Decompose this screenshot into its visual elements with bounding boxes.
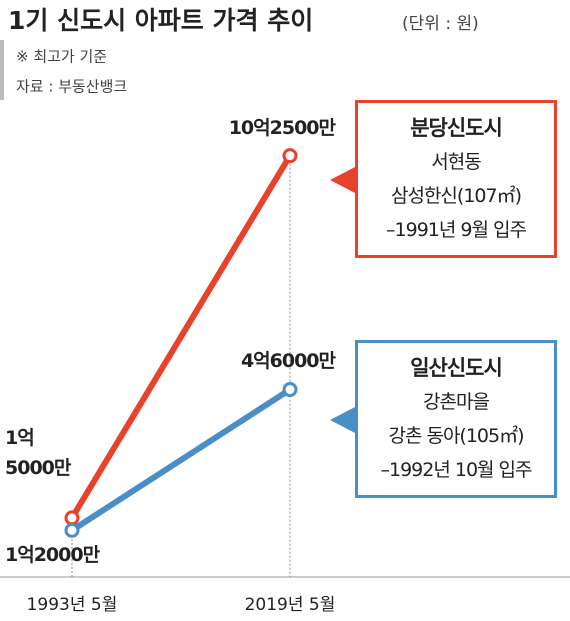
point xyxy=(282,148,298,164)
annotation-line: 일산신도시 xyxy=(410,356,503,380)
point xyxy=(282,382,298,398)
point xyxy=(64,510,80,526)
chart-subtitle: (단위 : 원) xyxy=(402,14,479,34)
note-rule xyxy=(0,40,4,100)
series-line xyxy=(70,387,292,533)
annotation-pointer xyxy=(330,406,357,434)
annotation-line: 강촌마을 xyxy=(423,391,490,413)
value-label: 4억6000만 xyxy=(240,350,336,372)
value-label: 10억2500만 xyxy=(228,117,336,139)
note: 자료 : 부동산뱅크 xyxy=(16,78,127,96)
annotation-pointer xyxy=(330,166,357,194)
chart-title: 1기 신도시 아파트 가격 추이 xyxy=(8,6,313,35)
annotation-line: 강촌 동아(105㎡) xyxy=(388,425,524,447)
x-tick-label: 2019년 5월 xyxy=(245,595,336,615)
annotation-line: 서현동 xyxy=(431,151,481,173)
x-tick-label: 1993년 5월 xyxy=(27,595,118,615)
annotation-line: 삼성한신(107㎡) xyxy=(390,185,522,207)
value-label: 1억 5000만 xyxy=(5,427,71,479)
value-label: 1억2000만 xyxy=(5,544,100,566)
annotation-line: 분당신도시 xyxy=(410,116,503,140)
annotation-line: –1991년 9월 입주 xyxy=(386,219,527,241)
series-line xyxy=(69,154,293,520)
annotation-line: –1992년 10월 입주 xyxy=(380,459,532,481)
point xyxy=(64,522,80,538)
note: ※ 최고가 기준 xyxy=(16,48,107,66)
